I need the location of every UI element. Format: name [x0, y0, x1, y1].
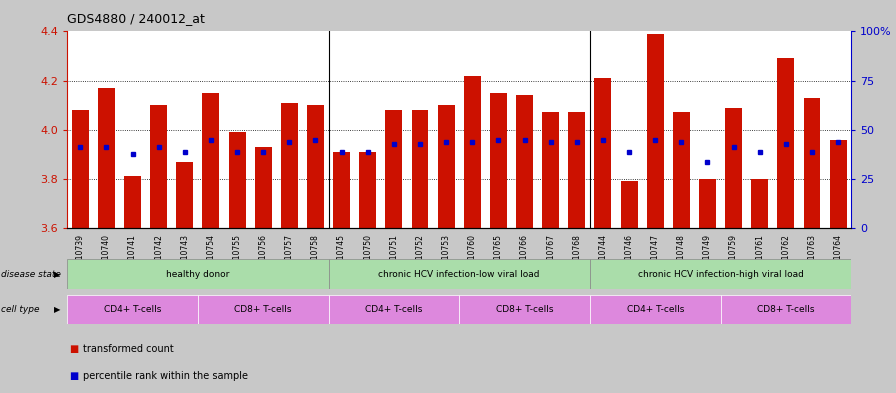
Text: chronic HCV infection-high viral load: chronic HCV infection-high viral load [638, 270, 804, 279]
Bar [198, 295, 329, 324]
Bar [804, 98, 821, 228]
Text: percentile rank within the sample: percentile rank within the sample [83, 371, 248, 381]
Bar [359, 152, 376, 228]
Bar [98, 88, 115, 228]
Bar [516, 95, 533, 228]
Bar [329, 259, 590, 289]
Text: CD4+ T-cells: CD4+ T-cells [104, 305, 161, 314]
Text: cell type: cell type [1, 305, 39, 314]
Bar [778, 59, 795, 228]
Text: CD4+ T-cells: CD4+ T-cells [366, 305, 423, 314]
Bar [72, 110, 89, 228]
Bar [177, 162, 194, 228]
Bar [333, 152, 350, 228]
Text: ■: ■ [69, 344, 78, 354]
Bar [621, 181, 638, 228]
Bar [385, 110, 402, 228]
Text: GDS4880 / 240012_at: GDS4880 / 240012_at [67, 12, 205, 25]
Bar [437, 105, 454, 228]
Bar [464, 76, 481, 228]
Bar [542, 112, 559, 228]
Text: CD4+ T-cells: CD4+ T-cells [626, 305, 684, 314]
Text: healthy donor: healthy donor [166, 270, 229, 279]
Text: ▶: ▶ [54, 270, 60, 279]
Text: CD8+ T-cells: CD8+ T-cells [235, 305, 292, 314]
Text: ▶: ▶ [54, 305, 60, 314]
Bar [124, 176, 141, 228]
Bar [720, 295, 851, 324]
Text: disease state: disease state [1, 270, 61, 279]
Bar [228, 132, 246, 228]
Bar [590, 259, 851, 289]
Bar [568, 112, 585, 228]
Bar [67, 295, 198, 324]
Bar [329, 295, 459, 324]
Text: CD8+ T-cells: CD8+ T-cells [757, 305, 814, 314]
Bar [830, 140, 847, 228]
Bar [673, 112, 690, 228]
Bar [590, 295, 720, 324]
Bar [411, 110, 428, 228]
Bar [202, 93, 220, 228]
Bar [594, 78, 611, 228]
Bar [490, 93, 507, 228]
Bar [254, 147, 271, 228]
Bar [751, 179, 768, 228]
Bar [67, 259, 329, 289]
Bar [151, 105, 168, 228]
Text: CD8+ T-cells: CD8+ T-cells [495, 305, 554, 314]
Bar [459, 295, 590, 324]
Text: ■: ■ [69, 371, 78, 381]
Bar [280, 103, 297, 228]
Bar [307, 105, 324, 228]
Bar [647, 34, 664, 228]
Bar [725, 108, 742, 228]
Bar [699, 179, 716, 228]
Text: transformed count: transformed count [83, 344, 174, 354]
Text: chronic HCV infection-low viral load: chronic HCV infection-low viral load [378, 270, 540, 279]
